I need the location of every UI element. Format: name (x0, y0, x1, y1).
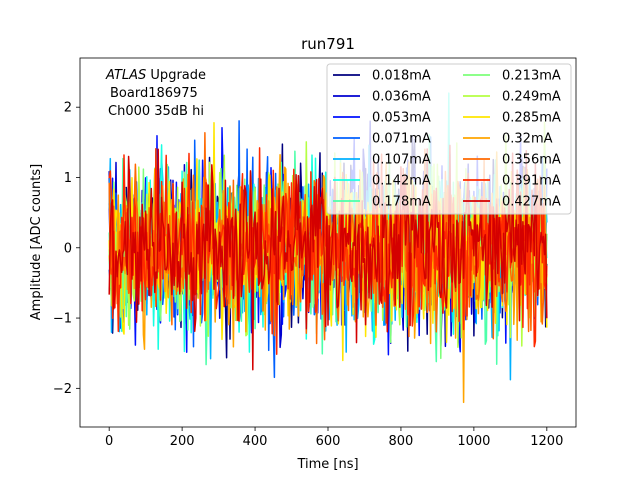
annotation-line-1: ATLAS Upgrade (105, 68, 206, 83)
legend-label: 0.036mA (372, 90, 431, 105)
x-tick-label: 0 (105, 434, 113, 449)
y-tick-label: 0 (64, 241, 72, 256)
legend-label: 0.391mA (502, 174, 561, 189)
legend-label: 0.178mA (372, 195, 431, 210)
legend-box (326, 63, 572, 215)
legend-label: 0.285mA (502, 111, 561, 126)
atlas-annotation: ATLAS Upgrade Board186975 Ch000 35dB hi (105, 68, 206, 119)
x-tick-label: 1000 (457, 434, 490, 449)
x-tick-label: 200 (170, 434, 195, 449)
annotation-board: Board186975 (110, 86, 198, 101)
legend-label: 0.053mA (372, 111, 431, 126)
y-axis-title: Amplitude [ADC counts] (29, 164, 44, 320)
series-line (108, 144, 548, 371)
annotation-channel: Ch000 35dB hi (108, 104, 204, 119)
x-tick-label: 400 (243, 434, 268, 449)
x-tick-label: 600 (316, 434, 341, 449)
y-axis: −2 −1 0 1 2 (53, 101, 80, 397)
legend: 0.018mA 0.036mA 0.053mA 0.071mA 0.107mA 0.142… (326, 63, 572, 215)
annotation-upgrade: Upgrade (150, 68, 206, 83)
y-tick-label: 2 (64, 101, 72, 116)
y-tick-label: 1 (64, 171, 72, 186)
x-tick-label: 800 (389, 434, 414, 449)
x-tick-label: 1200 (530, 434, 563, 449)
legend-label: 0.107mA (372, 153, 431, 168)
chart-title: run791 (301, 35, 355, 53)
legend-label: 0.249mA (502, 90, 561, 105)
legend-label: 0.427mA (502, 195, 561, 210)
legend-label: 0.071mA (372, 132, 431, 147)
atlas-label: ATLAS (105, 68, 146, 83)
legend-label: 0.142mA (372, 174, 431, 189)
legend-label: 0.213mA (502, 69, 561, 84)
legend-label: 0.32mA (502, 132, 553, 147)
x-axis-title: Time [ns] (296, 457, 358, 472)
y-tick-label: −2 (53, 382, 72, 397)
legend-label: 0.356mA (502, 153, 561, 168)
legend-label: 0.018mA (372, 69, 431, 84)
y-tick-label: −1 (53, 312, 72, 327)
x-axis: 0 200 400 600 800 1000 1200 (105, 427, 563, 449)
